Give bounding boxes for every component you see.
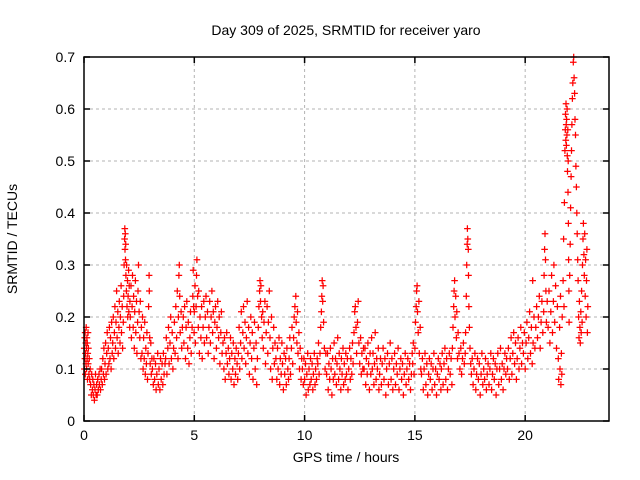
x-tick-label: 15 [407, 427, 423, 443]
y-tick-label: 0.2 [56, 309, 76, 325]
chart-title: Day 309 of 2025, SRMTID for receiver yar… [211, 22, 480, 38]
data-point-markers [80, 53, 592, 404]
scatter-points [80, 53, 592, 404]
x-axis-label: GPS time / hours [293, 449, 400, 465]
x-tick-label: 5 [190, 427, 198, 443]
y-tick-label: 0 [67, 413, 75, 429]
x-tick-label: 20 [517, 427, 533, 443]
tick-labels: 0 5 10 15 20 0 0.1 0.2 0.3 0.4 0.5 0.6 0.7 [56, 49, 534, 443]
y-tick-label: 0.3 [56, 257, 76, 273]
gridlines [84, 57, 609, 421]
y-tick-label: 0.6 [56, 101, 76, 117]
y-tick-label: 0.4 [56, 205, 76, 221]
y-tick-label: 0.1 [56, 361, 76, 377]
y-tick-label: 0.7 [56, 49, 76, 65]
plot-border [83, 56, 610, 422]
x-tick-label: 10 [297, 427, 313, 443]
plot-frame [83, 56, 610, 422]
x-tick-label: 0 [80, 427, 88, 443]
y-axis-label: SRMTID / TECUs [4, 184, 20, 294]
y-tick-label: 0.5 [56, 153, 76, 169]
